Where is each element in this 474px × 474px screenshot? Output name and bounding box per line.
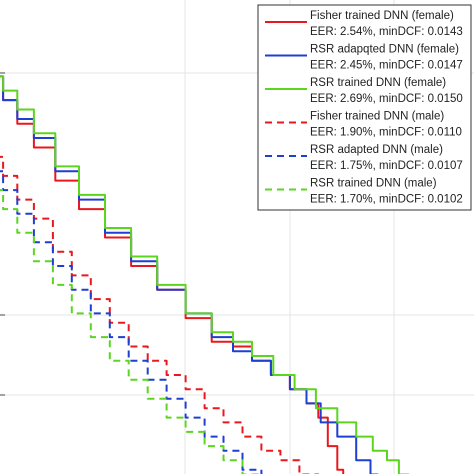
legend-metric-3: EER: 1.90%, minDCF: 0.0110 xyxy=(310,127,462,139)
legend-metric-1: EER: 2.45%, minDCF: 0.0147 xyxy=(310,60,463,72)
series-line-4 xyxy=(0,170,263,474)
legend-metric-2: EER: 2.69%, minDCF: 0.0150 xyxy=(310,93,463,105)
legend-label-4: RSR adapted DNN (male) xyxy=(310,144,443,156)
legend-metric-4: EER: 1.75%, minDCF: 0.0107 xyxy=(310,160,463,172)
series-line-3 xyxy=(0,155,320,474)
legend-metric-5: EER: 1.70%, minDCF: 0.0102 xyxy=(310,194,463,206)
legend-label-5: RSR trained DNN (male) xyxy=(310,178,437,190)
legend-label-2: RSR trained DNN (female) xyxy=(310,77,446,89)
legend-metric-0: EER: 2.54%, minDCF: 0.0143 xyxy=(310,26,463,38)
series-line-2 xyxy=(0,75,410,474)
legend-label-1: RSR adapqted DNN (female) xyxy=(310,44,459,56)
series-line-5 xyxy=(0,189,260,474)
legend: Fisher trained DNN (female) EER: 2.54%, m… xyxy=(257,4,472,211)
legend-label-3: Fisher trained DNN (male) xyxy=(310,111,444,123)
legend-box xyxy=(257,4,472,211)
series-group xyxy=(0,75,410,474)
legend-label-0: Fisher trained DNN (female) xyxy=(310,10,454,22)
